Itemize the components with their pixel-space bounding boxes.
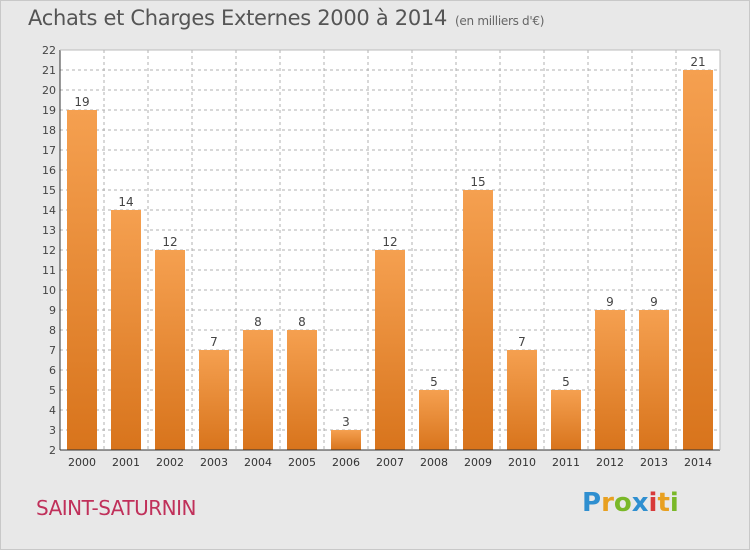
y-tick-label: 22 xyxy=(42,44,56,57)
y-tick-label: 10 xyxy=(42,284,56,297)
x-tick-label: 2010 xyxy=(508,456,536,469)
bar-2010 xyxy=(507,350,537,450)
bar-2013 xyxy=(639,310,669,450)
y-tick-label: 15 xyxy=(42,184,56,197)
data-label: 9 xyxy=(650,295,658,309)
x-tick-label: 2003 xyxy=(200,456,228,469)
bar-2012 xyxy=(595,310,625,450)
y-tick-label: 9 xyxy=(49,304,56,317)
proxiti-logo: Proxiti xyxy=(582,488,679,518)
data-label: 7 xyxy=(210,335,218,349)
bar-2011 xyxy=(551,390,581,450)
y-tick-label: 8 xyxy=(49,324,56,337)
y-tick-label: 2 xyxy=(49,444,56,457)
x-tick-label: 2014 xyxy=(684,456,712,469)
x-tick-label: 2004 xyxy=(244,456,272,469)
y-tick-label: 6 xyxy=(49,364,56,377)
y-tick-label: 12 xyxy=(42,244,56,257)
bar-2009 xyxy=(463,190,493,450)
bar-2002 xyxy=(155,250,185,450)
data-label: 3 xyxy=(342,415,350,429)
y-tick-label: 5 xyxy=(49,384,56,397)
data-label: 9 xyxy=(606,295,614,309)
x-tick-label: 2012 xyxy=(596,456,624,469)
data-label: 12 xyxy=(382,235,397,249)
y-tick-label: 11 xyxy=(42,264,56,277)
x-tick-label: 2000 xyxy=(68,456,96,469)
y-tick-label: 4 xyxy=(49,404,56,417)
y-tick-label: 3 xyxy=(49,424,56,437)
commune-name: SAINT-SATURNIN xyxy=(36,496,196,520)
data-label: 21 xyxy=(690,55,705,69)
data-label: 8 xyxy=(254,315,262,329)
x-tick-label: 2008 xyxy=(420,456,448,469)
data-label: 8 xyxy=(298,315,306,329)
x-tick-label: 2005 xyxy=(288,456,316,469)
unit-label: (en milliers d'€) xyxy=(455,14,545,28)
bar-2007 xyxy=(375,250,405,450)
y-tick-label: 16 xyxy=(42,164,56,177)
bar-2000 xyxy=(67,110,97,450)
x-tick-label: 2011 xyxy=(552,456,580,469)
data-label: 19 xyxy=(74,95,89,109)
data-label: 15 xyxy=(470,175,485,189)
y-tick-label: 20 xyxy=(42,84,56,97)
bar-2006 xyxy=(331,430,361,450)
bar-2003 xyxy=(199,350,229,450)
data-label: 5 xyxy=(430,375,438,389)
y-tick-label: 7 xyxy=(49,344,56,357)
bar-2014 xyxy=(683,70,713,450)
data-label: 12 xyxy=(162,235,177,249)
bar-2005 xyxy=(287,330,317,450)
data-label: 7 xyxy=(518,335,526,349)
x-tick-label: 2002 xyxy=(156,456,184,469)
x-tick-label: 2007 xyxy=(376,456,404,469)
chart-title: Achats et Charges Externes 2000 à 2014 (e… xyxy=(28,6,545,30)
y-tick-label: 21 xyxy=(42,64,56,77)
data-label: 5 xyxy=(562,375,570,389)
y-tick-label: 14 xyxy=(42,204,56,217)
y-tick-label: 18 xyxy=(42,124,56,137)
x-tick-label: 2009 xyxy=(464,456,492,469)
x-tick-label: 2001 xyxy=(112,456,140,469)
x-tick-label: 2006 xyxy=(332,456,360,469)
data-label: 14 xyxy=(118,195,133,209)
y-tick-label: 19 xyxy=(42,104,56,117)
x-tick-label: 2013 xyxy=(640,456,668,469)
bar-2001 xyxy=(111,210,141,450)
y-tick-label: 13 xyxy=(42,224,56,237)
y-tick-label: 17 xyxy=(42,144,56,157)
bar-2008 xyxy=(419,390,449,450)
bar-2004 xyxy=(243,330,273,450)
